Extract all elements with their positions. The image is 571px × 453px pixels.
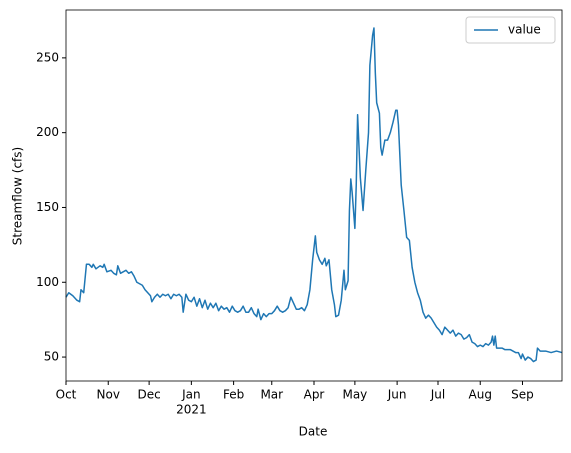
x-tick-label: Aug bbox=[469, 388, 492, 402]
x-tick-label: Sep bbox=[511, 388, 534, 402]
x-tick-label: May bbox=[342, 388, 367, 402]
y-axis-label: Streamflow (cfs) bbox=[11, 147, 25, 245]
y-tick-label: 200 bbox=[36, 125, 59, 139]
plot-frame bbox=[65, 9, 563, 382]
x-tick-label: Feb bbox=[223, 388, 244, 402]
y-tick-label: 150 bbox=[36, 200, 59, 214]
x-tick-label: Dec bbox=[138, 388, 161, 402]
year-label: 2021 bbox=[176, 403, 207, 417]
x-tick-label: Apr bbox=[304, 388, 325, 402]
legend-box bbox=[465, 16, 556, 44]
legend-label: value bbox=[508, 23, 541, 37]
y-tick-label: 100 bbox=[36, 275, 59, 289]
x-tick-label: Nov bbox=[97, 388, 120, 402]
x-tick-label: Jun bbox=[387, 388, 407, 402]
x-tick-label: Jul bbox=[430, 388, 445, 402]
x-tick-label: Oct bbox=[56, 388, 77, 402]
x-tick-label: Jan bbox=[181, 388, 201, 402]
y-tick-label: 250 bbox=[36, 50, 59, 64]
line bbox=[65, 27, 563, 363]
x-axis-label: Date bbox=[299, 425, 328, 439]
x-tick-label: Mar bbox=[260, 388, 283, 402]
y-tick-label: 50 bbox=[44, 350, 59, 364]
